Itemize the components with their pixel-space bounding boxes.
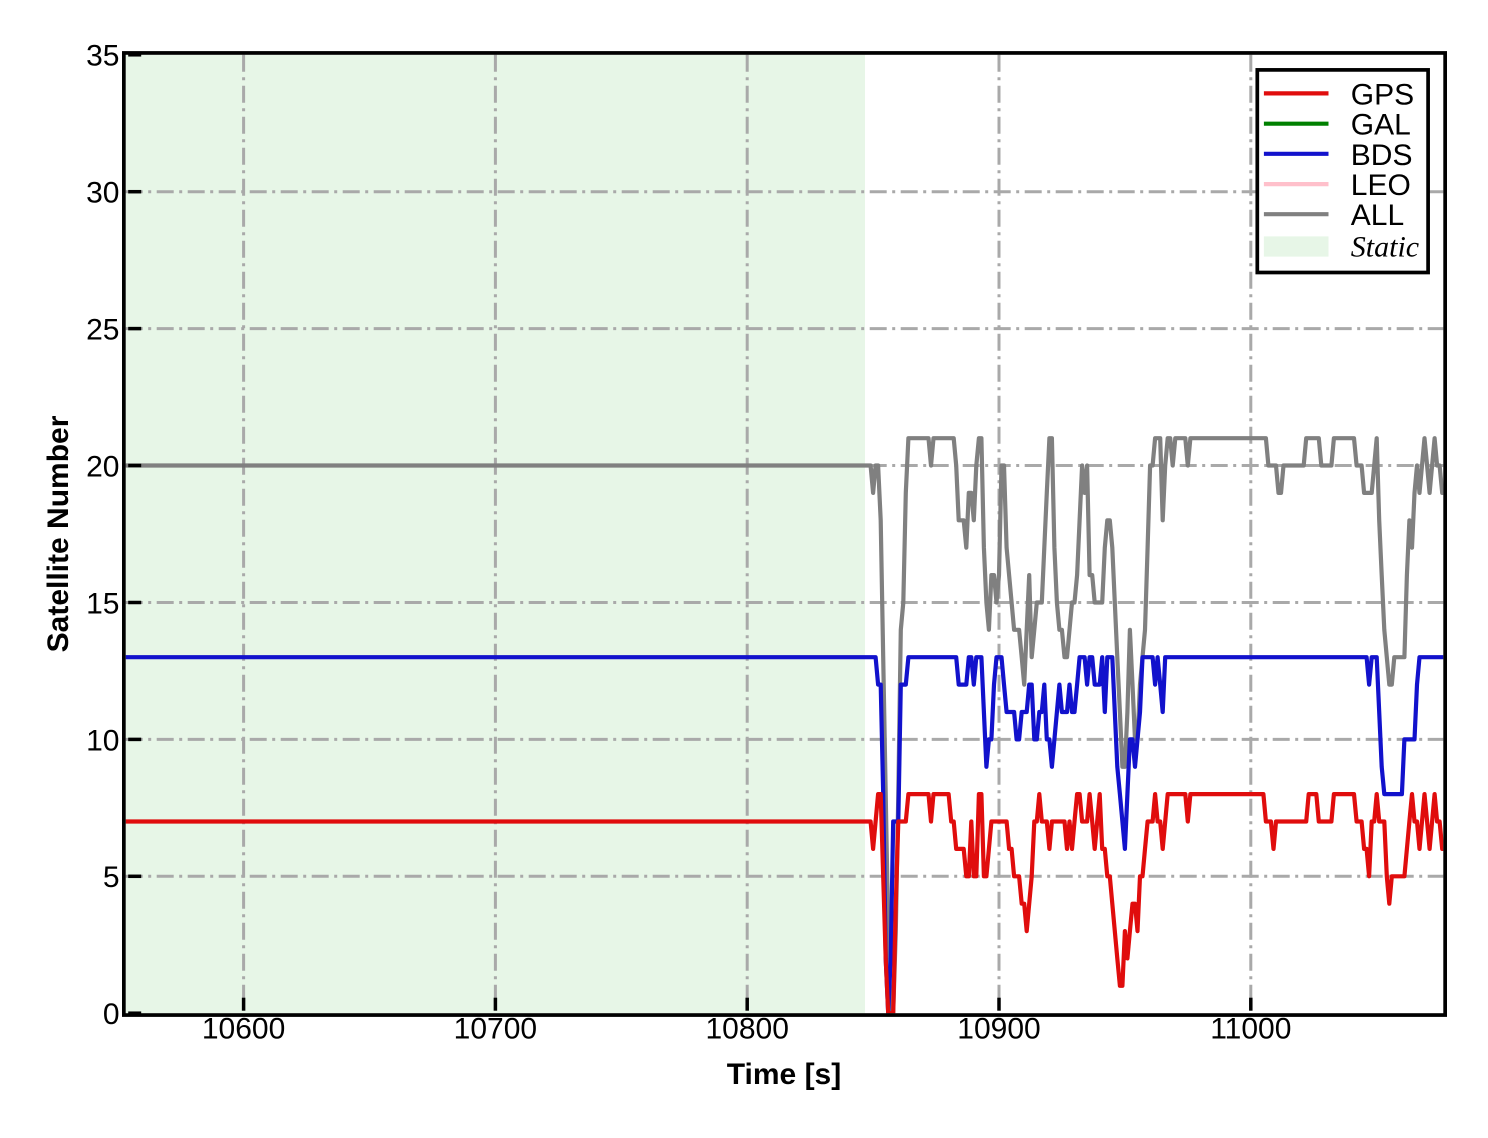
svg-text:GAL: GAL <box>1351 109 1411 142</box>
svg-text:10: 10 <box>86 724 119 757</box>
svg-text:10800: 10800 <box>705 1012 788 1045</box>
svg-text:25: 25 <box>86 314 119 347</box>
svg-text:0: 0 <box>103 998 120 1031</box>
svg-text:10700: 10700 <box>454 1012 537 1045</box>
svg-text:ALL: ALL <box>1351 199 1404 232</box>
svg-text:30: 30 <box>86 177 119 210</box>
svg-text:20: 20 <box>86 450 119 483</box>
svg-text:Static: Static <box>1351 231 1419 264</box>
svg-text:BDS: BDS <box>1351 139 1413 172</box>
svg-text:35: 35 <box>86 40 119 73</box>
svg-text:Satellite Number: Satellite Number <box>42 415 75 652</box>
svg-text:10600: 10600 <box>202 1012 285 1045</box>
svg-text:Time [s]: Time [s] <box>727 1058 841 1091</box>
svg-text:10900: 10900 <box>957 1012 1040 1045</box>
svg-text:GPS: GPS <box>1351 78 1414 111</box>
svg-text:5: 5 <box>103 861 120 894</box>
svg-text:15: 15 <box>86 587 119 620</box>
svg-text:11000: 11000 <box>1210 1012 1291 1045</box>
svg-text:LEO: LEO <box>1351 169 1411 202</box>
